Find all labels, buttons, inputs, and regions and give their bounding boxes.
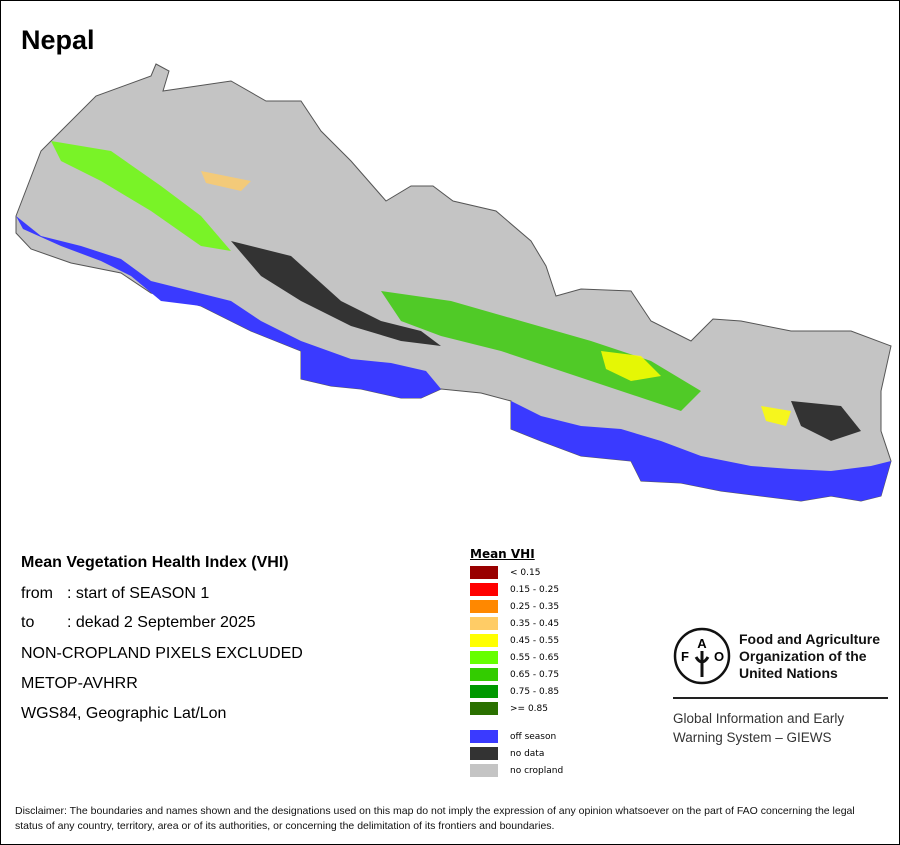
legend-label: 0.25 - 0.35 (510, 601, 560, 612)
legend-label: < 0.15 (510, 567, 541, 578)
legend-label: 0.55 - 0.65 (510, 652, 560, 663)
giews-line1: Global Information and Early (673, 711, 845, 726)
svg-text:O: O (714, 649, 724, 664)
legend-swatch (470, 566, 498, 579)
legend-item: no data (470, 745, 563, 762)
vhi-vegetation-areas (51, 141, 791, 426)
fao-name-line3: United Nations (739, 665, 838, 681)
legend-label: >= 0.85 (510, 703, 548, 714)
fao-logo-icon: A F O (673, 627, 731, 685)
svg-text:F: F (681, 649, 689, 664)
legend-swatch (470, 600, 498, 613)
legend-swatch (470, 583, 498, 596)
legend-label: 0.45 - 0.55 (510, 635, 560, 646)
legend-item: >= 0.85 (470, 700, 563, 717)
map-title: Nepal (21, 25, 95, 55)
fao-block: A F O Food and Agriculture Organization … (673, 627, 888, 745)
legend-item: 0.15 - 0.25 (470, 581, 563, 598)
info-projection: WGS84, Geographic Lat/Lon (21, 705, 227, 722)
legend-swatch (470, 702, 498, 715)
legend-item: off season (470, 728, 563, 745)
legend-swatch (470, 764, 498, 777)
legend-item: no cropland (470, 762, 563, 779)
legend-swatch (470, 668, 498, 681)
legend-item: 0.25 - 0.35 (470, 598, 563, 615)
legend-swatch (470, 730, 498, 743)
legend-item: 0.65 - 0.75 (470, 666, 563, 683)
from-value: : start of SEASON 1 (67, 585, 210, 602)
legend-label: 0.75 - 0.85 (510, 686, 560, 697)
legend-swatch (470, 685, 498, 698)
from-label: from (21, 585, 53, 602)
info-heading: Mean Vegetation Health Index (VHI) (21, 554, 289, 571)
legend-swatch (470, 634, 498, 647)
legend-label: 0.35 - 0.45 (510, 618, 560, 629)
legend-title: Mean VHI (470, 547, 535, 561)
legend-label: off season (510, 731, 557, 742)
info-sensor: METOP-AVHRR (21, 675, 138, 692)
disclaimer: Disclaimer: The boundaries and names sho… (15, 805, 855, 832)
divider (673, 697, 888, 699)
info-to: to : dekad 2 September 2025 (21, 614, 256, 632)
legend: Mean VHI < 0.15 0.15 - 0.25 0.25 - 0.35 0.3… (470, 547, 563, 779)
legend-swatch (470, 617, 498, 630)
to-label: to (21, 614, 35, 631)
legend-item: 0.75 - 0.85 (470, 683, 563, 700)
legend-item: 0.55 - 0.65 (470, 649, 563, 666)
legend-item: < 0.15 (470, 564, 563, 581)
svg-text:A: A (697, 636, 707, 651)
off-season-areas (16, 216, 891, 501)
legend-label: no cropland (510, 765, 564, 776)
to-value: : dekad 2 September 2025 (67, 614, 256, 631)
giews-line2: Warning System – GIEWS (673, 730, 832, 745)
nepal-vhi-map: Nepal (15, 25, 892, 502)
legend-label: no data (510, 748, 545, 759)
no-data-areas (231, 241, 861, 441)
legend-item: 0.35 - 0.45 (470, 615, 563, 632)
legend-swatch (470, 651, 498, 664)
legend-label: 0.65 - 0.75 (510, 669, 560, 680)
info-from: from : start of SEASON 1 (21, 585, 209, 603)
fao-name-line2: Organization of the (739, 648, 867, 664)
fao-name-line1: Food and Agriculture (739, 631, 881, 647)
fao-name: Food and Agriculture Organization of the… (739, 631, 899, 682)
giews-text: Global Information and Early Warning Sys… (673, 709, 899, 747)
legend-item: 0.45 - 0.55 (470, 632, 563, 649)
legend-swatch (470, 747, 498, 760)
legend-label: 0.15 - 0.25 (510, 584, 560, 595)
info-cropland-note: NON-CROPLAND PIXELS EXCLUDED (21, 645, 303, 662)
